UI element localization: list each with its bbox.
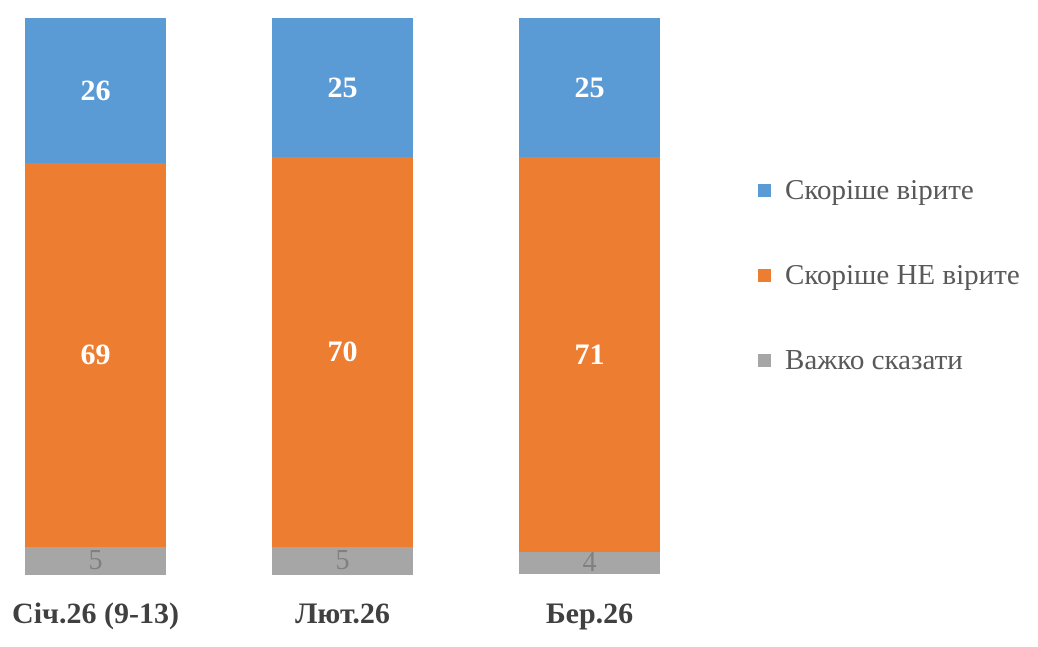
bar-group: 26 69 5 Січ.26 (9-13): [12, 18, 179, 630]
bar-segment: 26: [25, 18, 166, 163]
bar-segment: 69: [25, 163, 166, 547]
legend-label: Скоріше вірите: [785, 173, 974, 206]
bar-segment: 4: [519, 547, 660, 578]
bar-segment: 25: [272, 18, 413, 157]
segment-value-label: 71: [574, 337, 605, 371]
bar-segment: 5: [25, 547, 166, 575]
stacked-bar: 25 71 4: [519, 18, 660, 578]
legend-swatch-icon: [758, 353, 771, 367]
legend-label: Скоріше НЕ вірите: [785, 258, 1020, 291]
segment-value-label: 25: [327, 70, 358, 104]
bar-segment: 25: [519, 18, 660, 157]
category-axis-label: Бер.26: [545, 597, 634, 630]
bar-group: 25 71 4 Бер.26: [519, 18, 660, 630]
segment-value-label: 70: [327, 335, 358, 368]
legend-item: Важко сказати: [758, 343, 1020, 376]
legend-item: Скоріше вірите: [758, 173, 1020, 206]
category-axis-label: Січ.26 (9-13): [12, 597, 179, 630]
bar-segment: 71: [519, 157, 660, 552]
segment-value-label: 69: [80, 338, 111, 371]
segment-value-label: 5: [335, 545, 350, 576]
segment-value-label: 5: [88, 545, 103, 576]
plot-area: 26 69 5 Січ.26 (9-13) 25 70 5 Лют.26 25 71 4 Бер.26: [12, 18, 660, 630]
legend-swatch-icon: [758, 183, 771, 197]
bar-group: 25 70 5 Лют.26: [272, 18, 413, 630]
legend-item: Скоріше НЕ вірите: [758, 258, 1020, 291]
legend-label: Важко сказати: [785, 343, 963, 376]
segment-value-label: 4: [582, 547, 597, 578]
segment-value-label: 25: [574, 70, 605, 104]
stacked-bar: 26 69 5: [25, 18, 166, 575]
legend-swatch-icon: [758, 268, 771, 282]
category-axis-label: Лют.26: [295, 597, 390, 630]
bar-segment: 5: [272, 547, 413, 575]
stacked-bar: 25 70 5: [272, 18, 413, 575]
legend: Скоріше вірите Скоріше НЕ вірите Важко ска…: [758, 173, 1020, 432]
segment-value-label: 26: [80, 73, 111, 107]
bar-segment: 70: [272, 157, 413, 547]
